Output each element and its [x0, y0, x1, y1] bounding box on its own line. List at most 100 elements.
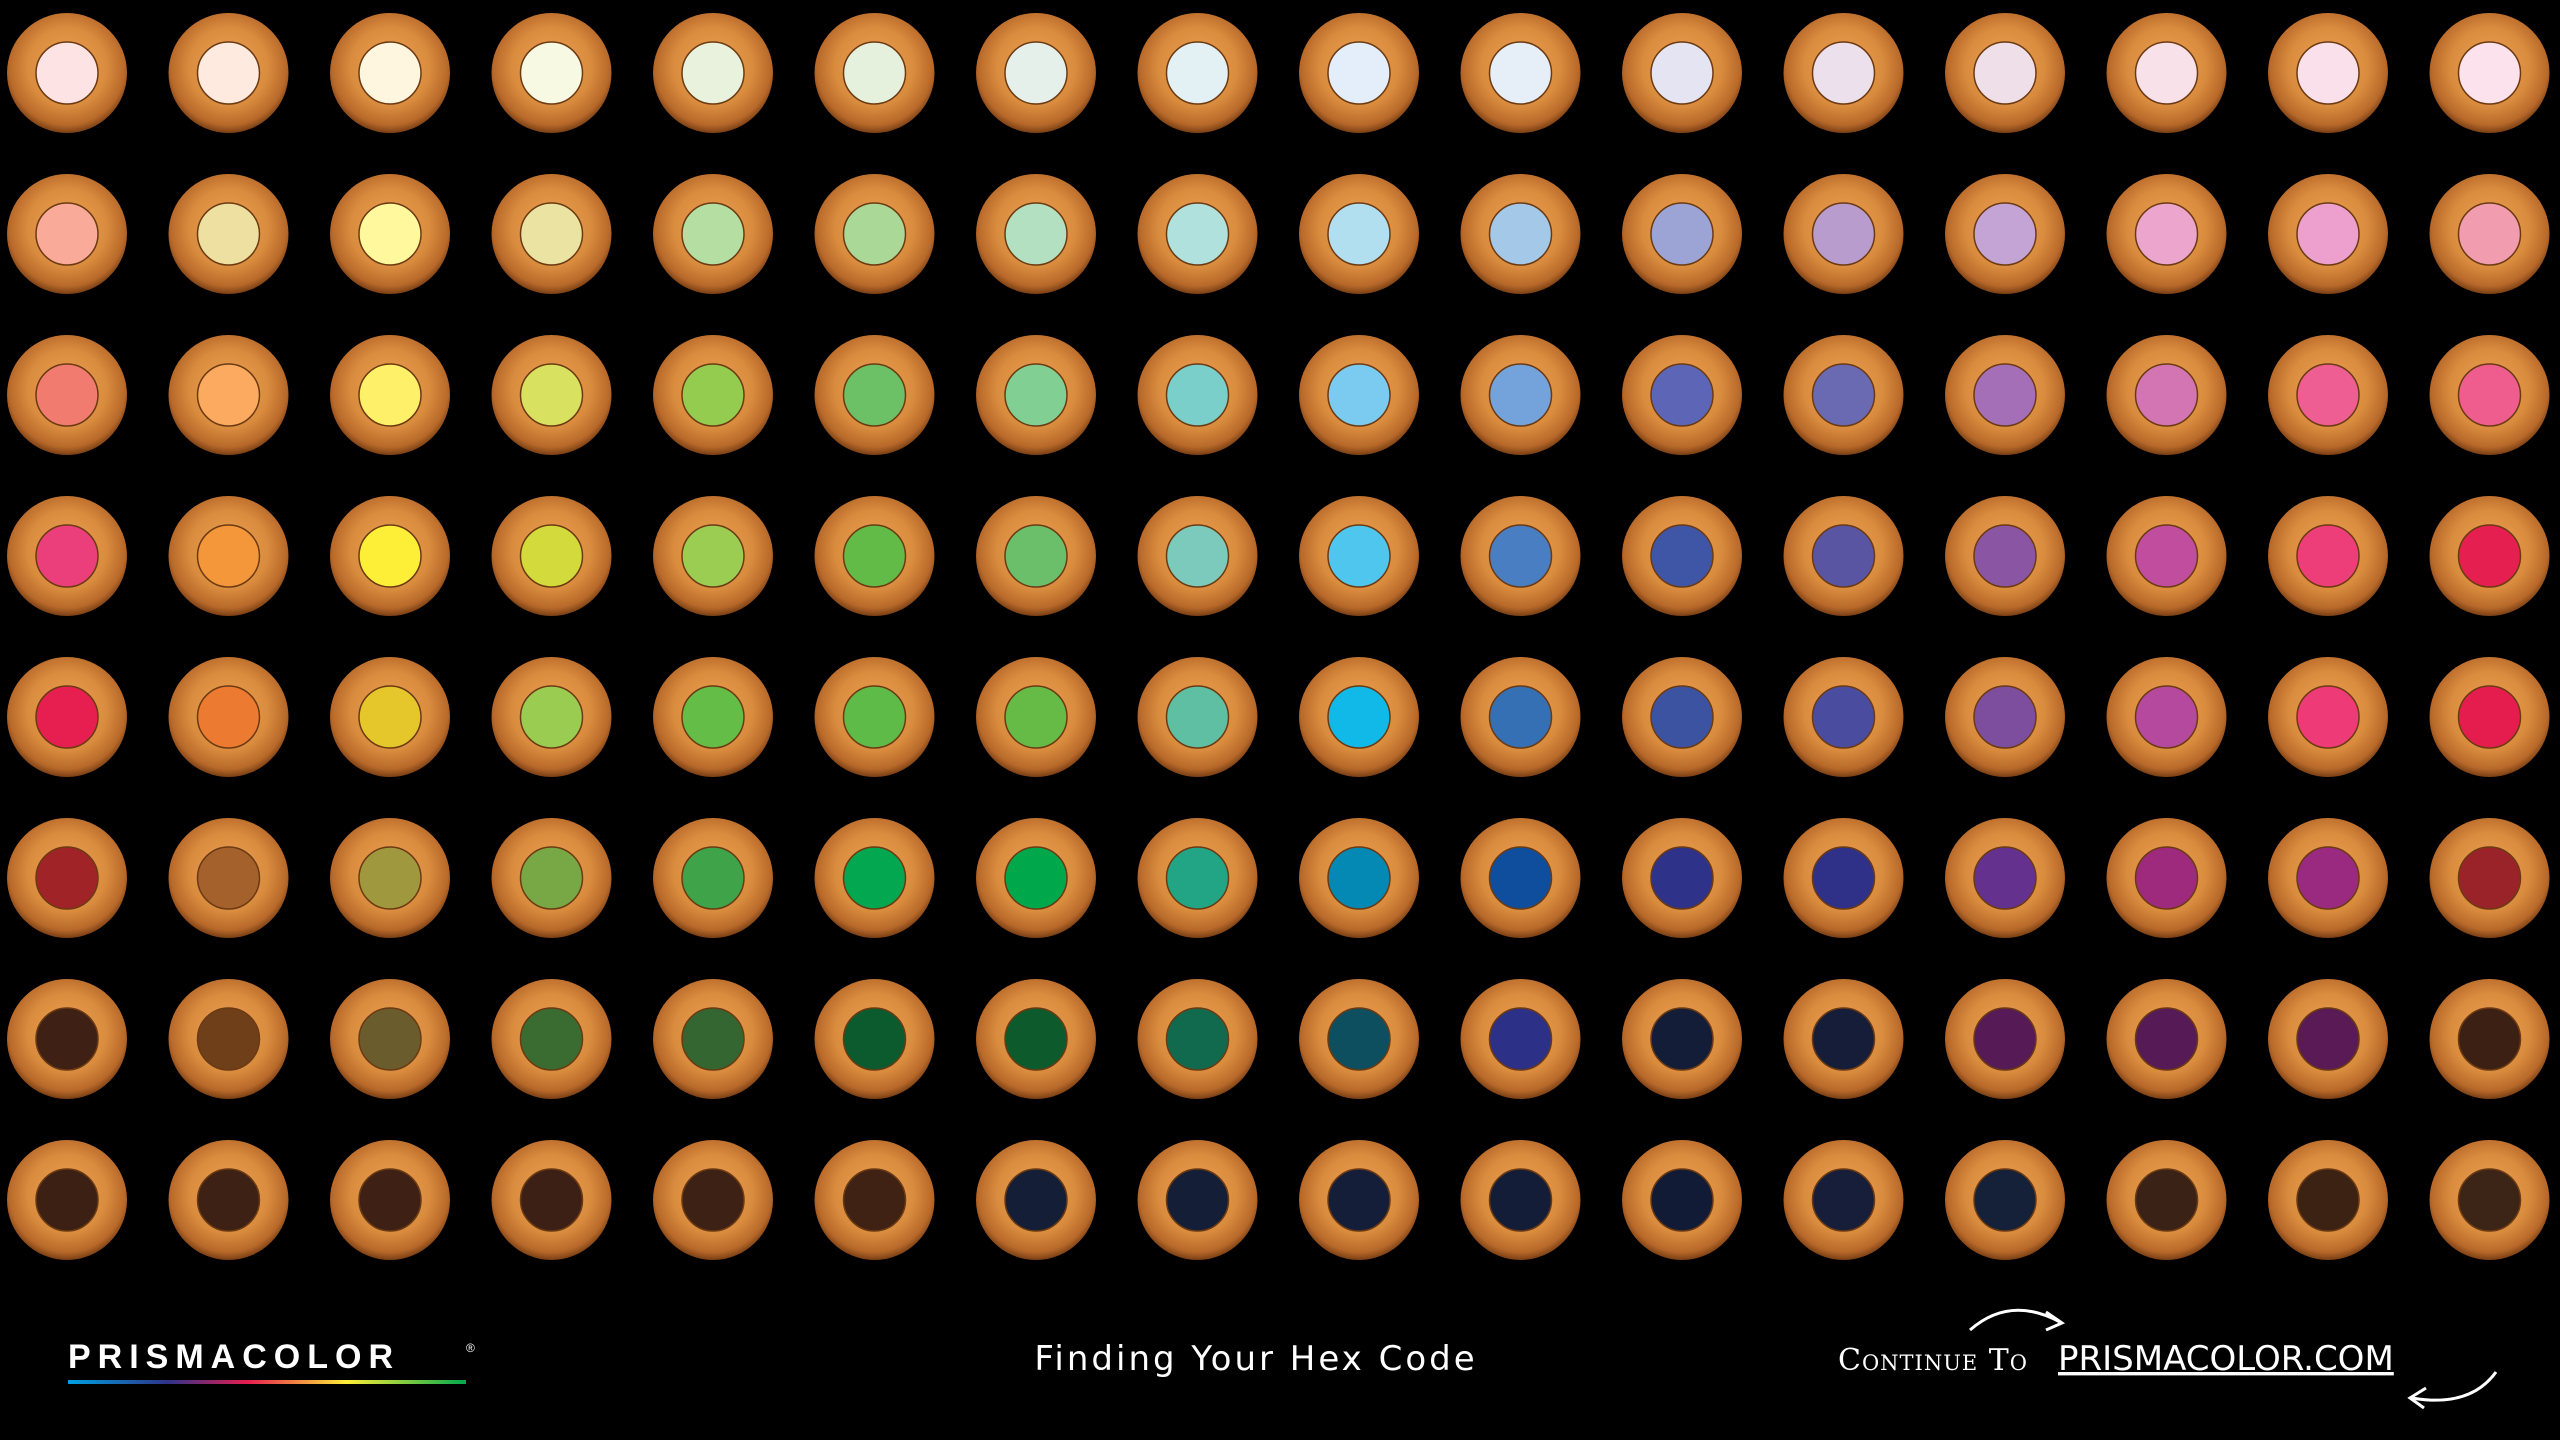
swatch[interactable]	[1783, 335, 1904, 455]
swatch[interactable]	[1622, 818, 1742, 938]
swatch[interactable]	[491, 657, 612, 777]
swatch[interactable]	[1945, 818, 2065, 938]
swatch[interactable]	[1299, 657, 1419, 777]
swatch[interactable]	[1622, 657, 1742, 777]
swatch[interactable]	[7, 13, 127, 133]
swatch[interactable]	[1622, 174, 1742, 294]
swatch[interactable]	[330, 1140, 450, 1260]
swatch[interactable]	[2429, 1140, 2550, 1260]
swatch[interactable]	[2106, 818, 2227, 938]
swatch[interactable]	[976, 496, 1096, 616]
swatch[interactable]	[2268, 496, 2388, 616]
swatch[interactable]	[1945, 496, 2065, 616]
swatch[interactable]	[1137, 979, 1258, 1099]
swatch[interactable]	[330, 335, 450, 455]
swatch[interactable]	[1137, 496, 1258, 616]
swatch[interactable]	[330, 13, 450, 133]
swatch[interactable]	[330, 174, 450, 294]
swatch[interactable]	[2106, 13, 2227, 133]
swatch[interactable]	[1299, 174, 1419, 294]
swatch[interactable]	[2268, 979, 2388, 1099]
swatch[interactable]	[330, 657, 450, 777]
swatch[interactable]	[814, 1140, 935, 1260]
swatch[interactable]	[1783, 496, 1904, 616]
swatch[interactable]	[653, 1140, 773, 1260]
swatch[interactable]	[1137, 13, 1258, 133]
swatch[interactable]	[1783, 657, 1904, 777]
swatch[interactable]	[653, 174, 773, 294]
swatch[interactable]	[2106, 174, 2227, 294]
swatch[interactable]	[168, 496, 289, 616]
swatch[interactable]	[653, 818, 773, 938]
swatch[interactable]	[2106, 335, 2227, 455]
swatch[interactable]	[1945, 13, 2065, 133]
swatch[interactable]	[1460, 174, 1581, 294]
swatch[interactable]	[2268, 174, 2388, 294]
swatch[interactable]	[7, 657, 127, 777]
swatch[interactable]	[491, 496, 612, 616]
swatch[interactable]	[976, 818, 1096, 938]
swatch[interactable]	[1137, 1140, 1258, 1260]
swatch[interactable]	[1622, 1140, 1742, 1260]
swatch[interactable]	[1460, 979, 1581, 1099]
swatch[interactable]	[976, 1140, 1096, 1260]
swatch[interactable]	[2268, 1140, 2388, 1260]
swatch[interactable]	[7, 979, 127, 1099]
swatch[interactable]	[2268, 657, 2388, 777]
swatch[interactable]	[1622, 496, 1742, 616]
swatch[interactable]	[1460, 13, 1581, 133]
swatch[interactable]	[7, 1140, 127, 1260]
swatch[interactable]	[330, 979, 450, 1099]
swatch[interactable]	[653, 335, 773, 455]
swatch[interactable]	[7, 496, 127, 616]
swatch[interactable]	[168, 335, 289, 455]
swatch[interactable]	[1783, 1140, 1904, 1260]
swatch[interactable]	[1460, 1140, 1581, 1260]
swatch[interactable]	[653, 657, 773, 777]
swatch[interactable]	[168, 13, 289, 133]
swatch[interactable]	[1945, 335, 2065, 455]
swatch[interactable]	[330, 496, 450, 616]
swatch[interactable]	[653, 979, 773, 1099]
swatch[interactable]	[814, 657, 935, 777]
swatch[interactable]	[1299, 335, 1419, 455]
swatch[interactable]	[814, 174, 935, 294]
swatch[interactable]	[1460, 818, 1581, 938]
swatch[interactable]	[2268, 335, 2388, 455]
swatch[interactable]	[491, 979, 612, 1099]
swatch[interactable]	[1622, 335, 1742, 455]
swatch[interactable]	[491, 1140, 612, 1260]
swatch[interactable]	[2268, 818, 2388, 938]
swatch[interactable]	[168, 657, 289, 777]
swatch[interactable]	[814, 335, 935, 455]
swatch[interactable]	[168, 1140, 289, 1260]
swatch[interactable]	[653, 496, 773, 616]
swatch[interactable]	[1137, 335, 1258, 455]
swatch[interactable]	[491, 335, 612, 455]
swatch[interactable]	[2429, 818, 2550, 938]
swatch[interactable]	[168, 979, 289, 1099]
swatch[interactable]	[7, 335, 127, 455]
swatch[interactable]	[976, 657, 1096, 777]
swatch[interactable]	[814, 13, 935, 133]
swatch[interactable]	[2429, 979, 2550, 1099]
swatch[interactable]	[330, 818, 450, 938]
swatch[interactable]	[2106, 979, 2227, 1099]
swatch[interactable]	[1622, 979, 1742, 1099]
swatch[interactable]	[1945, 979, 2065, 1099]
swatch[interactable]	[1460, 496, 1581, 616]
swatch[interactable]	[1299, 13, 1419, 133]
swatch[interactable]	[814, 818, 935, 938]
swatch[interactable]	[976, 979, 1096, 1099]
swatch[interactable]	[1137, 657, 1258, 777]
swatch[interactable]	[1137, 174, 1258, 294]
swatch[interactable]	[1299, 496, 1419, 616]
swatch[interactable]	[1460, 657, 1581, 777]
swatch[interactable]	[1945, 174, 2065, 294]
swatch[interactable]	[2106, 496, 2227, 616]
swatch[interactable]	[2106, 1140, 2227, 1260]
swatch[interactable]	[1783, 13, 1904, 133]
swatch[interactable]	[1783, 818, 1904, 938]
swatch[interactable]	[814, 496, 935, 616]
swatch[interactable]	[2429, 174, 2550, 294]
